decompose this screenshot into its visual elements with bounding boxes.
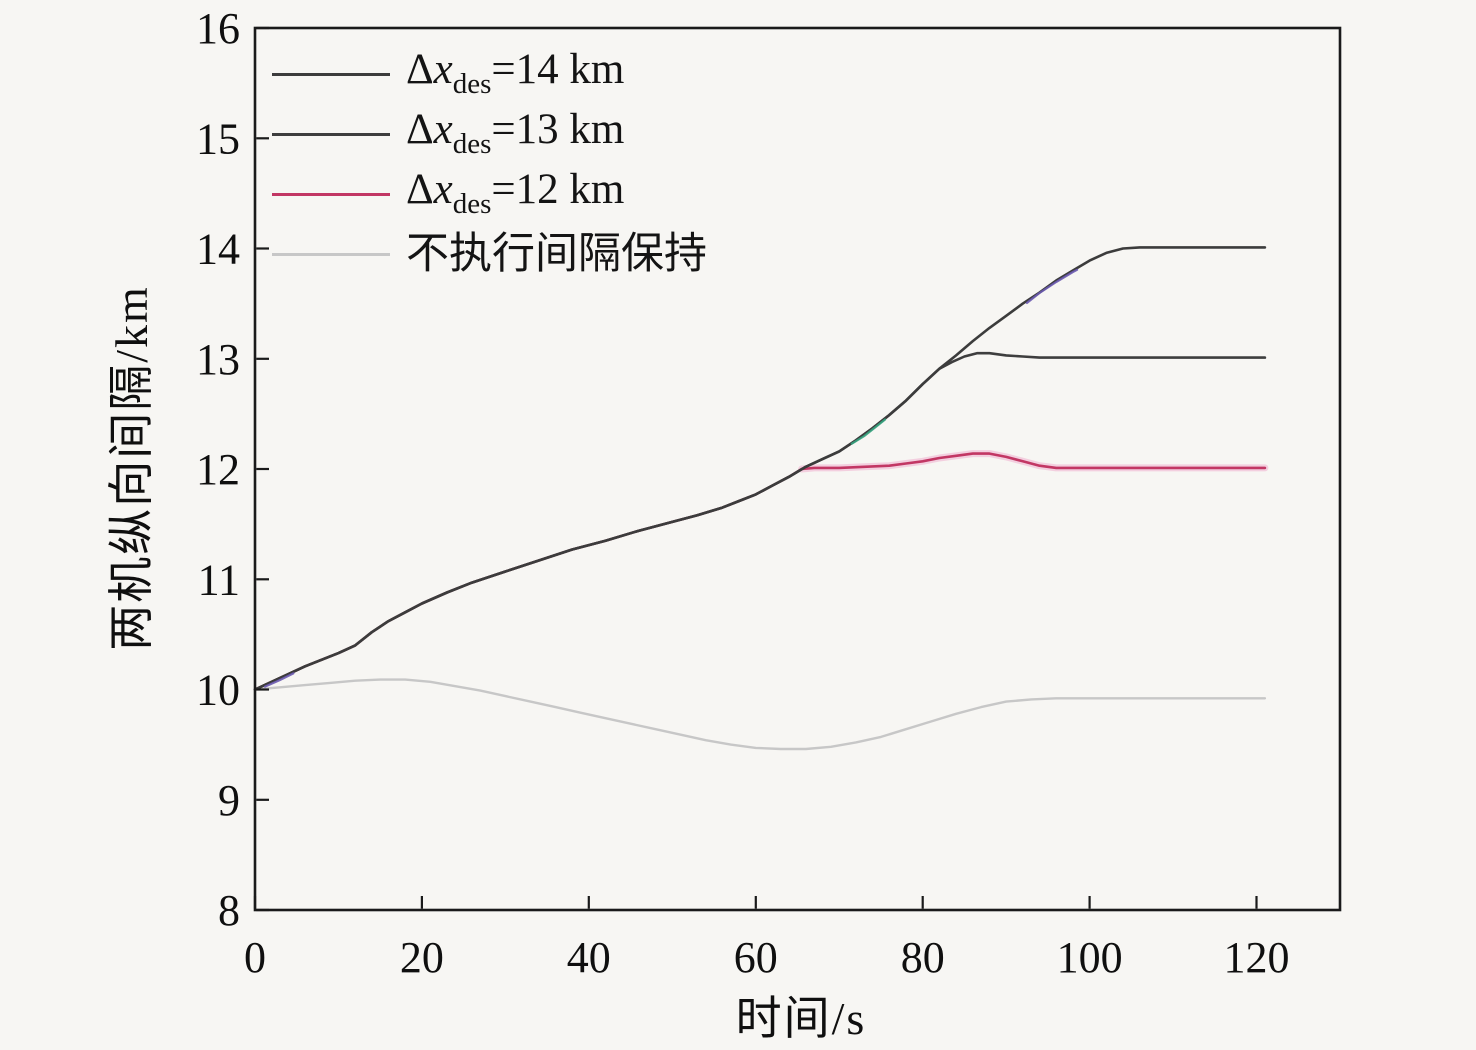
- dx-des-14km-line: [253, 246, 1267, 691]
- y-tick-label: 10: [196, 666, 240, 715]
- dx-des-13km-swatch: [272, 132, 390, 136]
- y-tick-label: 13: [196, 335, 240, 384]
- y-tick-label: 14: [196, 225, 240, 274]
- x-tick-label: 0: [244, 933, 266, 982]
- plot-frame: [253, 26, 1342, 912]
- legend-item-dx-des-14km: Δxdes=14 km: [272, 44, 707, 104]
- y-axis-label: 两机纵向间隔/km: [106, 285, 157, 651]
- no-interval-keeping-line: [253, 678, 1267, 751]
- dx-des-14km-swatch: [272, 72, 390, 76]
- legend-label-dx-des-14km: Δxdes=14 km: [406, 46, 625, 101]
- y-tick-label: 15: [196, 114, 240, 163]
- dx-des-12km-line: [253, 452, 1267, 691]
- legend-label-dx-des-12km: Δxdes=12 km: [406, 166, 625, 221]
- legend: Δxdes=14 km Δxdes=13 km Δxdes=12 km 不执行间隔保持: [272, 44, 707, 284]
- dx-des-13km-line: [253, 351, 1267, 691]
- y-tick-label: 12: [196, 445, 240, 494]
- x-tick-label: 100: [1057, 933, 1123, 982]
- legend-label-no-interval-keeping: 不执行间隔保持: [406, 230, 707, 278]
- x-tick-label: 80: [901, 933, 945, 982]
- x-tick-label: 60: [734, 933, 778, 982]
- x-tick-label: 40: [567, 933, 611, 982]
- legend-item-dx-des-13km: Δxdes=13 km: [272, 104, 707, 164]
- legend-item-dx-des-12km: Δxdes=12 km: [272, 164, 707, 224]
- legend-label-dx-des-13km: Δxdes=13 km: [406, 106, 625, 161]
- dx-des-12km-swatch: [272, 192, 390, 196]
- blue-overlap-tint: [1025, 268, 1079, 304]
- x-tick-label: 20: [400, 933, 444, 982]
- x-tick-label: 120: [1224, 933, 1290, 982]
- y-tick-label: 9: [218, 776, 240, 825]
- y-tick-label: 11: [198, 555, 240, 604]
- no-interval-keeping-swatch: [272, 252, 390, 256]
- legend-item-no-interval-keeping: 不执行间隔保持: [272, 224, 707, 284]
- y-tick-label: 8: [218, 886, 240, 935]
- blue-start-tint: [263, 672, 295, 688]
- y-tick-label: 16: [196, 4, 240, 53]
- x-axis-label: 时间/s: [735, 993, 867, 1044]
- green-overlap-tint: [850, 418, 887, 445]
